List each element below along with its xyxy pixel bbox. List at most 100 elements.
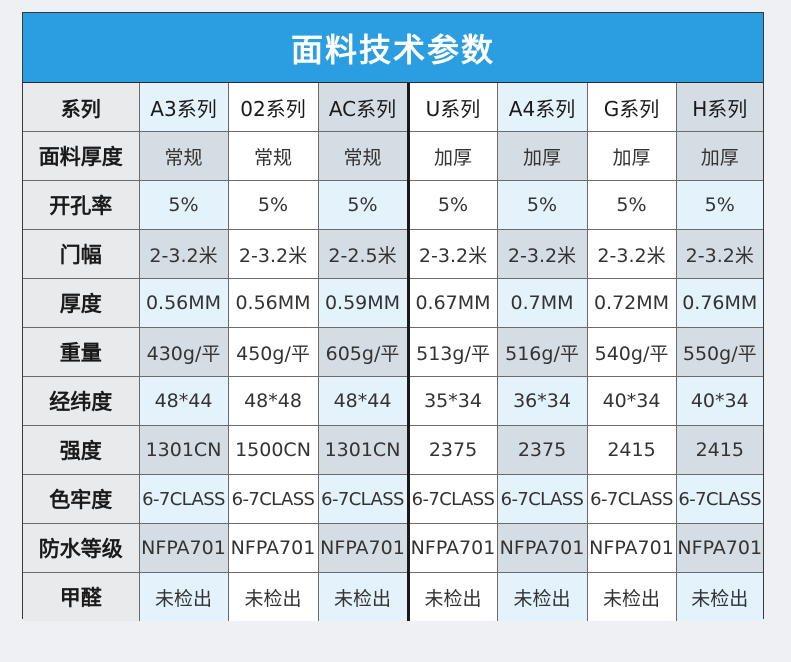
value-cell: 0.59MM xyxy=(318,278,410,328)
row-label-cell: 面料厚度 xyxy=(23,131,140,181)
value-cell: 430g/平 xyxy=(139,327,229,377)
value-cell: 加厚 xyxy=(676,131,763,181)
value-cell: 5% xyxy=(676,180,763,230)
value-cell: 2375 xyxy=(497,425,588,475)
value-cell: 48*44 xyxy=(318,376,410,426)
value-cell: 48*44 xyxy=(139,376,229,426)
value-cell: 450g/平 xyxy=(228,327,319,377)
series-header-cell: A4系列 xyxy=(497,83,588,132)
series-header-cell: G系列 xyxy=(587,83,677,132)
value-cell: 6-7CLASS xyxy=(587,474,677,524)
value-cell: 1500CN xyxy=(228,425,319,475)
value-cell: 2-3.2米 xyxy=(228,229,319,279)
value-cell: NFPA701 xyxy=(228,523,319,573)
value-cell: NFPA701 xyxy=(318,523,410,573)
table-row: 重量 430g/平 450g/平 605g/平 513g/平 516g/平 540g/平 55… xyxy=(23,327,763,377)
row-label-cell: 防水等级 xyxy=(23,523,140,573)
row-label-cell: 厚度 xyxy=(23,278,140,328)
value-cell: 2-3.2米 xyxy=(587,229,677,279)
series-header-cell: U系列 xyxy=(408,83,498,132)
value-cell: 常规 xyxy=(228,131,319,181)
value-cell: 5% xyxy=(318,180,410,230)
value-cell: 48*48 xyxy=(228,376,319,426)
value-cell: 常规 xyxy=(318,131,410,181)
value-cell: 0.56MM xyxy=(139,278,229,328)
value-cell: 2375 xyxy=(408,425,498,475)
table-row: 开孔率 5% 5% 5% 5% 5% 5% 5% xyxy=(23,180,763,230)
value-cell: 6-7CLASS xyxy=(676,474,763,524)
value-cell: 2-3.2米 xyxy=(139,229,229,279)
table-row: 强度 1301CN 1500CN 1301CN 2375 2375 2415 2415 xyxy=(23,425,763,475)
value-cell: 未检出 xyxy=(676,572,763,621)
value-cell: 605g/平 xyxy=(318,327,410,377)
table-row: 色牢度 6-7CLASS 6-7CLASS 6-7CLASS 6-7CLASS 6-7CL… xyxy=(23,474,763,524)
table-row: 厚度 0.56MM 0.56MM 0.59MM 0.67MM 0.7MM 0.72MM 0.7… xyxy=(23,278,763,328)
series-header-cell: A3系列 xyxy=(139,83,229,132)
value-cell: 0.67MM xyxy=(408,278,498,328)
value-cell: 2-2.5米 xyxy=(318,229,410,279)
spec-sheet: 面料技术参数 系列 A3系列 02系列 AC系列 U系列 A4系列 G系列 H系列 面料厚度 常规… xyxy=(22,12,764,621)
value-cell: 2-3.2米 xyxy=(497,229,588,279)
value-cell: 6-7CLASS xyxy=(228,474,319,524)
row-label-cell: 强度 xyxy=(23,425,140,475)
table-row: 防水等级 NFPA701 NFPA701 NFPA701 NFPA701 NFPA701 N… xyxy=(23,523,763,573)
value-cell: 540g/平 xyxy=(587,327,677,377)
value-cell: 40*34 xyxy=(676,376,763,426)
value-cell: 6-7CLASS xyxy=(318,474,410,524)
value-cell: 0.76MM xyxy=(676,278,763,328)
row-label-cell: 经纬度 xyxy=(23,376,140,426)
value-cell: 未检出 xyxy=(587,572,677,621)
row-label-cell: 色牢度 xyxy=(23,474,140,524)
value-cell: 5% xyxy=(139,180,229,230)
value-cell: 5% xyxy=(408,180,498,230)
table-row: 门幅 2-3.2米 2-3.2米 2-2.5米 2-3.2米 2-3.2米 2-3.2米 2-… xyxy=(23,229,763,279)
value-cell: 6-7CLASS xyxy=(139,474,229,524)
value-cell: 5% xyxy=(587,180,677,230)
value-cell: NFPA701 xyxy=(139,523,229,573)
value-cell: 2415 xyxy=(676,425,763,475)
series-header-cell: 02系列 xyxy=(228,83,319,132)
value-cell: 常规 xyxy=(139,131,229,181)
value-cell: 6-7CLASS xyxy=(497,474,588,524)
value-cell: 加厚 xyxy=(587,131,677,181)
page-title: 面料技术参数 xyxy=(23,13,763,83)
spec-table-body: 系列 A3系列 02系列 AC系列 U系列 A4系列 G系列 H系列 面料厚度 常规 常规 常规 加厚加… xyxy=(23,83,763,621)
value-cell: 未检出 xyxy=(497,572,588,621)
value-cell: 5% xyxy=(497,180,588,230)
value-cell: 0.7MM xyxy=(497,278,588,328)
table-row: 经纬度 48*44 48*48 48*44 35*34 36*34 40*34 40*34 xyxy=(23,376,763,426)
value-cell: 513g/平 xyxy=(408,327,498,377)
value-cell: NFPA701 xyxy=(408,523,498,573)
spec-table: 系列 A3系列 02系列 AC系列 U系列 A4系列 G系列 H系列 面料厚度 常规 常规 常规 加厚加… xyxy=(23,83,763,621)
value-cell: 516g/平 xyxy=(497,327,588,377)
series-header-cell: H系列 xyxy=(676,83,763,132)
row-label-cell: 重量 xyxy=(23,327,140,377)
value-cell: 5% xyxy=(228,180,319,230)
value-cell: 加厚 xyxy=(408,131,498,181)
value-cell: 0.56MM xyxy=(228,278,319,328)
value-cell: 1301CN xyxy=(318,425,410,475)
value-cell: 35*34 xyxy=(408,376,498,426)
value-cell: 2-3.2米 xyxy=(676,229,763,279)
value-cell: 2-3.2米 xyxy=(408,229,498,279)
row-label-cell: 开孔率 xyxy=(23,180,140,230)
value-cell: NFPA701 xyxy=(497,523,588,573)
value-cell: 0.72MM xyxy=(587,278,677,328)
value-cell: 550g/平 xyxy=(676,327,763,377)
table-row: 甲醛 未检出 未检出 未检出 未检出 未检出 未检出 未检出 xyxy=(23,572,763,621)
row-label-cell: 甲醛 xyxy=(23,572,140,621)
value-cell: 未检出 xyxy=(228,572,319,621)
value-cell: 未检出 xyxy=(408,572,498,621)
value-cell: 36*34 xyxy=(497,376,588,426)
value-cell: 6-7CLASS xyxy=(408,474,498,524)
header-row: 系列 A3系列 02系列 AC系列 U系列 A4系列 G系列 H系列 xyxy=(23,83,763,132)
value-cell: 40*34 xyxy=(587,376,677,426)
value-cell: 未检出 xyxy=(139,572,229,621)
header-label-cell: 系列 xyxy=(23,83,140,132)
table-row: 面料厚度 常规 常规 常规 加厚 加厚 加厚 加厚 xyxy=(23,131,763,181)
value-cell: NFPA701 xyxy=(587,523,677,573)
value-cell: 未检出 xyxy=(318,572,410,621)
value-cell: 1301CN xyxy=(139,425,229,475)
row-label-cell: 门幅 xyxy=(23,229,140,279)
value-cell: 2415 xyxy=(587,425,677,475)
